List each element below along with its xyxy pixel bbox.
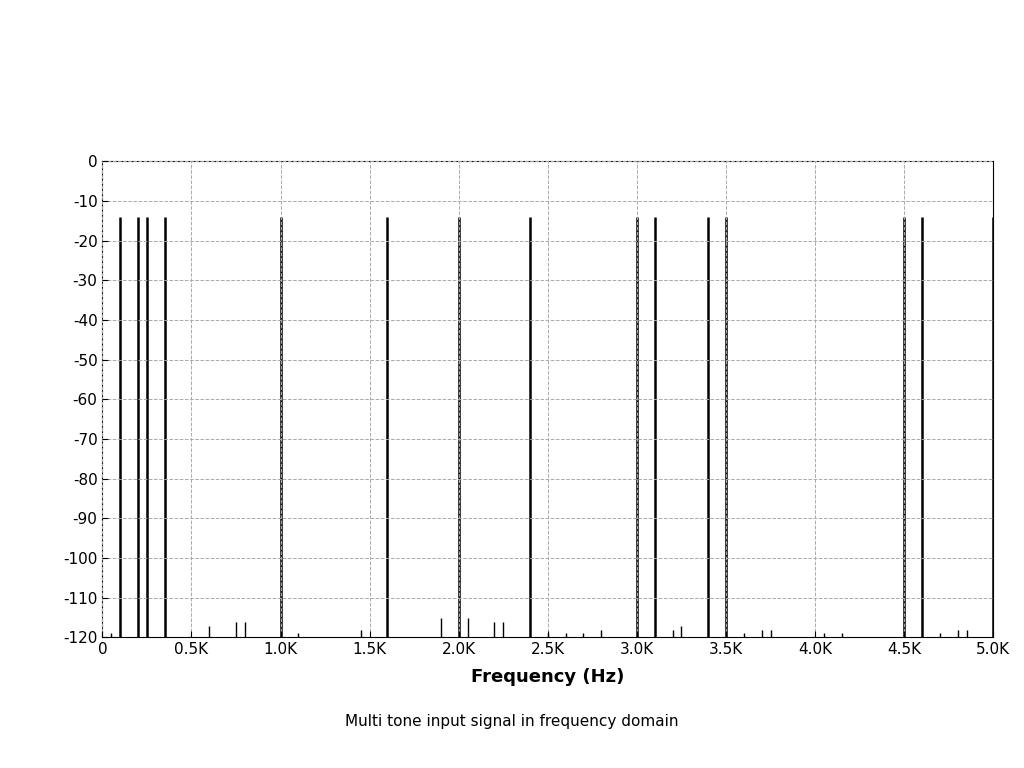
Text: Multi tone input signal in frequency domain: Multi tone input signal in frequency dom… bbox=[345, 714, 679, 730]
X-axis label: Frequency (Hz): Frequency (Hz) bbox=[471, 668, 625, 687]
